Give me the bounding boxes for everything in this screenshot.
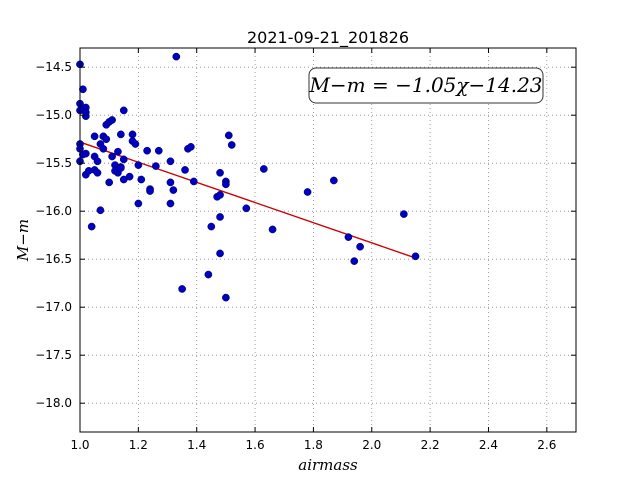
data-point — [178, 285, 186, 293]
data-point — [125, 172, 134, 181]
y-tick-label: −15.0 — [35, 108, 72, 122]
data-point — [400, 210, 408, 218]
data-point — [116, 130, 125, 139]
data-point — [411, 252, 420, 261]
x-tick-label: 1.0 — [70, 438, 89, 452]
data-point — [350, 257, 359, 265]
x-tick-label: 2.4 — [479, 438, 498, 452]
y-tick-label: −16.5 — [35, 252, 72, 266]
y-tick-label: −17.5 — [35, 348, 72, 362]
data-point — [90, 132, 99, 141]
data-point — [166, 199, 175, 208]
data-point — [204, 270, 213, 279]
x-tick-label: 1.2 — [129, 438, 148, 452]
data-point — [181, 166, 189, 174]
data-point — [166, 178, 175, 187]
y-tick-label: −15.5 — [35, 156, 72, 170]
data-point — [119, 155, 128, 164]
x-axis-label: airmass — [298, 456, 358, 474]
data-point — [108, 116, 116, 124]
data-point — [81, 149, 90, 158]
y-tick-label: −17.0 — [35, 300, 72, 314]
data-point — [119, 106, 128, 115]
data-point — [79, 85, 87, 94]
y-tick-label: −18.0 — [35, 396, 72, 410]
chart-title: 2021-09-21_201826 — [247, 28, 409, 48]
data-point — [356, 242, 364, 251]
data-point — [116, 164, 125, 172]
data-point — [81, 112, 90, 121]
data-point — [137, 175, 146, 184]
data-point — [131, 140, 140, 148]
data-point — [222, 293, 230, 302]
fit-equation-frame — [308, 67, 544, 104]
fit-line-group — [79, 141, 416, 259]
data-point — [187, 143, 195, 151]
data-point — [102, 135, 111, 144]
data-point — [143, 146, 151, 155]
data-point — [134, 199, 143, 208]
fit-line — [79, 141, 416, 259]
x-tick-label: 1.4 — [187, 438, 206, 452]
data-point — [108, 152, 116, 161]
data-point — [344, 233, 353, 241]
x-tick-label: 1.6 — [246, 438, 265, 452]
data-point — [134, 161, 143, 169]
data-point — [303, 188, 312, 196]
y-tick-label: −14.5 — [35, 60, 72, 74]
fit-equation-text: M−m = −1.05χ−14.23 — [308, 73, 542, 97]
data-point — [105, 178, 114, 187]
data-point — [152, 162, 160, 170]
data-point — [93, 157, 102, 166]
data-point — [207, 222, 216, 231]
y-tick-label: −16.0 — [35, 204, 72, 218]
data-point — [146, 187, 154, 195]
data-point — [87, 222, 96, 231]
data-point — [224, 131, 233, 140]
x-tick-label: 1.8 — [304, 438, 323, 452]
data-point — [222, 180, 230, 189]
data-point — [99, 144, 108, 153]
data-point — [114, 147, 122, 156]
data-point — [227, 141, 236, 149]
data-point — [128, 130, 137, 139]
data-point — [154, 146, 163, 155]
axis-ticks: 1.0 1.2 1.4 1.6 1.8 2.0 2.2 2.4 2.6 −14.5 −15.0 −15… — [35, 48, 576, 452]
data-point — [216, 168, 224, 177]
data-point — [189, 177, 198, 186]
data-point — [216, 191, 224, 199]
x-tick-label: 2.0 — [362, 438, 381, 452]
fit-equation-box: M−m = −1.05χ−14.23 — [308, 67, 544, 104]
data-point — [166, 157, 175, 166]
plot-frame — [79, 47, 577, 433]
data-point — [259, 165, 268, 173]
data-point — [216, 249, 224, 258]
y-axis-label: M−m — [14, 219, 32, 262]
data-point — [242, 204, 251, 213]
data-point — [172, 52, 181, 61]
x-tick-label: 2.6 — [537, 438, 556, 452]
data-points — [76, 52, 420, 302]
data-point — [93, 168, 102, 177]
grid — [79, 48, 576, 432]
x-tick-label: 2.2 — [421, 438, 440, 452]
data-point — [329, 176, 338, 185]
data-point — [216, 213, 224, 221]
data-point — [169, 186, 178, 194]
data-point — [268, 225, 277, 234]
data-point — [96, 206, 105, 215]
